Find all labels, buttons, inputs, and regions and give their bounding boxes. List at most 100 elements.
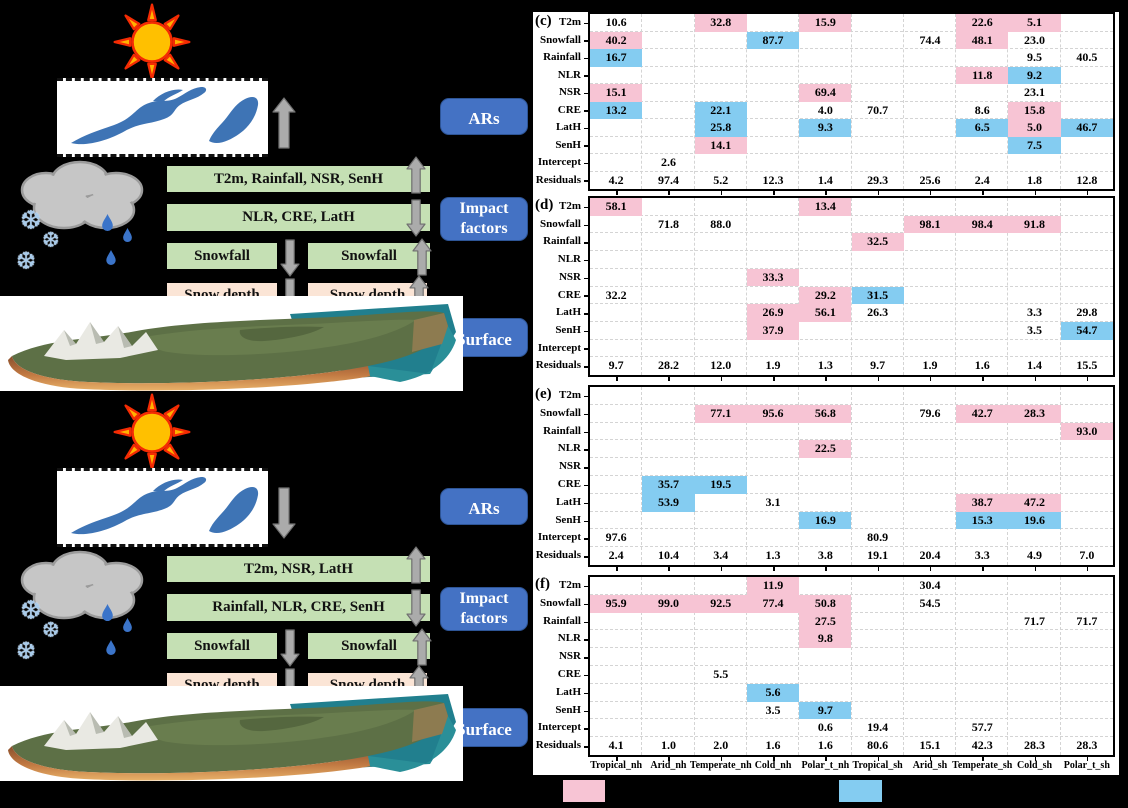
panel-letter: (f) [535,576,550,592]
heatmap-cell: 15.8 [1008,101,1061,119]
row-label: T2m [559,579,581,591]
row-tick [584,467,588,469]
gridline-h [590,118,1113,119]
factor-bar-full1: T2m, Rainfall, NSR, SenH [167,166,430,192]
axis-tick [1034,191,1037,195]
gridline-v [1007,198,1009,375]
row-label: Intercept [537,156,581,168]
row-label: NSR [558,650,581,663]
heatmap-cell: 99.0 [642,594,695,613]
row-tick [584,431,588,433]
row-tick [584,295,588,297]
heatmap-cell: 7.5 [1008,136,1061,154]
heatmap-cell: 2.4 [974,172,990,187]
gridline-h [590,492,1113,494]
x-axis-label-Arid_sh: Arid_sh [912,760,948,771]
row-tick [584,538,588,540]
row-label: SenH [555,513,581,526]
row-label: Intercept [537,531,581,544]
axis-tick [616,757,618,761]
gridline-v [745,198,747,375]
row-tick [584,162,588,165]
row-tick [584,556,588,558]
heatmap-cell: 71.7 [1076,613,1098,628]
gridline-v [1007,387,1009,565]
axis-tick [877,757,880,761]
heatmap-cell: 11.8 [956,66,1009,84]
gridline-h [590,338,1113,340]
heatmap-cell: 47.2 [1008,493,1061,512]
gridline-h [590,232,1113,234]
axis-tick [616,567,618,571]
heatmap-cell: 1.4 [817,172,833,187]
terrain-image [0,686,463,781]
atmospheric-river-blobs-icon [57,471,268,544]
gridline-v [693,14,695,189]
row-label: Residuals [535,549,581,562]
heatmap-cell: 38.7 [956,493,1009,512]
heatmap-cell: 27.5 [799,612,852,631]
heatmap-cell: 22.6 [956,14,1009,32]
heatmap-cell: 25.8 [694,119,747,137]
gridline-h [590,475,1113,476]
axis-tick [929,377,932,381]
axis-tick [668,757,670,761]
row-label: LatH [555,121,581,133]
heatmap-cell: 1.8 [1027,172,1043,187]
axis-tick [825,757,827,761]
row-tick [584,484,588,487]
snowflake-icon: ❆ [20,596,42,625]
heatmap-cell: 50.8 [799,594,852,613]
axis-tick [982,757,984,761]
gridline-h [590,546,1113,548]
heatmap-cell: 16.7 [590,49,643,67]
row-tick [584,110,588,112]
axis-tick [1034,757,1037,761]
heatmap-cell: 15.1 [590,84,643,102]
row-label: Rainfall [543,235,581,248]
x-axis-label-Arid_nh: Arid_nh [650,760,687,771]
heatmap-cell: 25.6 [919,172,941,187]
heatmap-cell: 57.7 [971,720,993,735]
row-tick [584,502,588,505]
gridline-h [590,153,1113,154]
scene-ars-weak-scene: ❆ ❆ ❆ ARs Impact factors Surface T2m, NSR, Lat… [0,390,533,785]
heatmap-cell: 3.1 [765,494,781,509]
heatmap-cell: 4.0 [817,102,833,117]
legend-pink-swatch [563,780,605,802]
axis-tick [825,191,827,195]
gridline-v [902,14,904,189]
row-tick [584,603,588,606]
heatmap-cell: 19.4 [867,720,889,735]
heatmap-cell: 1.9 [765,358,781,373]
heatmap-cell: 9.7 [608,358,624,373]
gridline-h [590,718,1113,720]
heatmap-plot: 11.9 30.4 95.9 99.0 92.5 77.4 50.8 54.5 27.5 71.7… [588,575,1115,757]
x-axis-label-Temperate_nh: Temperate_nh [689,760,752,771]
row-tick [584,674,588,677]
heatmap-cell: 19.1 [867,548,889,563]
heatmap-cell: 3.8 [817,548,833,563]
row-tick [584,277,588,280]
raindrop-icon [102,214,113,231]
heatmap-cell: 29.2 [799,286,852,305]
row-tick [584,395,588,398]
snowflake-icon: ❆ [16,639,37,665]
gridline-h [590,700,1113,702]
gridline-v [955,198,957,375]
row-label: SenH [555,703,581,716]
heatmap-cell: 3.4 [713,548,729,563]
heatmap-plot: 77.1 95.6 56.8 79.6 42.7 28.3 93.0 22.5 35.7 19.5… [588,385,1115,567]
heatmap-cell: 46.7 [1060,119,1113,137]
heatmap-cell: 56.8 [799,404,852,423]
axis-tick [825,567,827,571]
heatmap-cell: 31.5 [851,286,904,305]
down-arrow-icon [406,589,426,627]
heatmap-cell: 1.9 [922,358,938,373]
row-tick [584,57,588,60]
gridline-h [590,611,1113,613]
gridline-v [955,14,957,189]
row-label: NSR [558,460,581,473]
heatmap-cell: 53.9 [642,493,695,512]
row-label: LatH [555,306,581,319]
